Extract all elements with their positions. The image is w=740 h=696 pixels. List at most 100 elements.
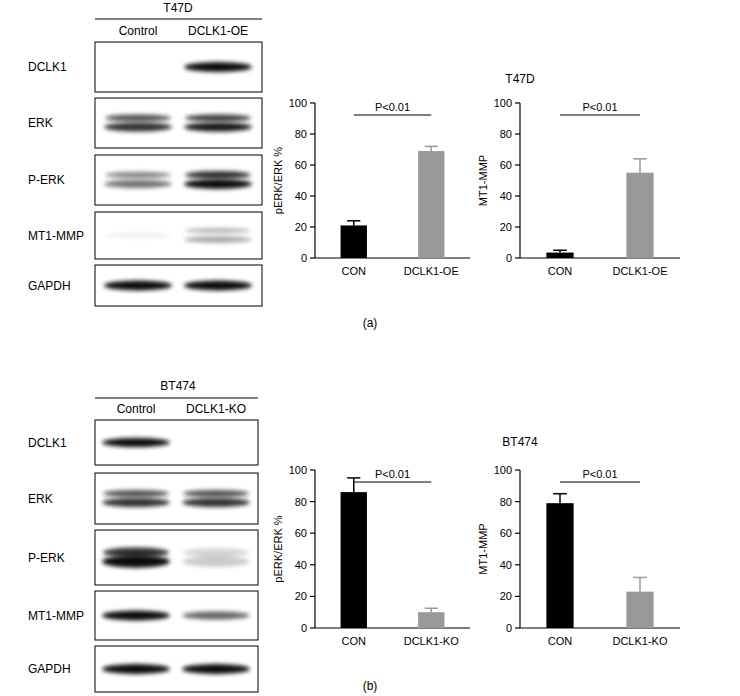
y-tick-label: 40 — [500, 559, 512, 571]
y-tick-label: 20 — [295, 221, 307, 233]
y-tick — [515, 102, 520, 103]
y-tick — [310, 257, 315, 258]
error-bar — [425, 146, 438, 151]
error-bar — [425, 608, 438, 612]
y-tick-label: 60 — [500, 527, 512, 539]
bar — [546, 253, 573, 258]
error-cap — [347, 220, 360, 222]
y-tick-label: 40 — [295, 190, 307, 202]
blot-header: BT474 — [160, 379, 196, 393]
lane-label: DCLK1-OE — [188, 24, 248, 38]
x-tick-label: CON — [342, 265, 367, 277]
panel-label: (a) — [363, 316, 378, 330]
y-axis — [519, 103, 520, 258]
x-axis — [315, 257, 470, 258]
band — [183, 548, 249, 557]
blot-panel: T47DControlDCLK1-OEDCLK1ERKP-ERKMT1-MMPG… — [28, 1, 262, 306]
y-tick-label: 0 — [301, 252, 307, 264]
error-bar — [553, 494, 567, 503]
y-tick-label: 100 — [494, 464, 512, 476]
error-stem — [559, 494, 561, 503]
annotation: P<0.01 — [375, 468, 410, 480]
y-tick-label: 20 — [500, 221, 512, 233]
band — [184, 179, 252, 189]
row-label: MT1-MMP — [28, 609, 84, 623]
bar-chart: 020406080100MT1-MMPCONDCLK1-KOP<0.01 — [477, 464, 680, 647]
bar — [626, 173, 653, 258]
bar-chart: BT474020406080100pERK/ERK %CONDCLK1-KOP<… — [272, 435, 538, 647]
y-tick — [515, 564, 520, 565]
marks — [546, 494, 653, 628]
band — [105, 172, 171, 178]
error-cap — [425, 608, 438, 610]
band — [182, 664, 250, 674]
error-cap — [553, 493, 567, 495]
significance-bar — [560, 115, 640, 116]
y-tick — [310, 133, 315, 134]
error-cap — [553, 250, 567, 252]
bar — [341, 225, 367, 258]
y-tick-label: 40 — [500, 190, 512, 202]
significance-bar — [354, 115, 432, 116]
annotation: P<0.01 — [375, 101, 410, 113]
row-label: GAPDH — [28, 279, 71, 293]
bar — [546, 503, 573, 628]
y-tick-label: 60 — [500, 159, 512, 171]
y-tick — [310, 627, 315, 628]
blot-box — [95, 646, 258, 692]
error-cap — [633, 158, 647, 160]
error-cap — [633, 577, 647, 579]
y-tick — [515, 596, 520, 597]
y-axis — [314, 470, 315, 628]
lane-label: DCLK1-KO — [186, 402, 246, 416]
y-axis — [519, 470, 520, 628]
row-label: MT1-MMP — [28, 229, 84, 243]
row-label: DCLK1 — [28, 436, 67, 450]
y-axis-label: pERK/ERK % — [272, 515, 284, 582]
blot-box — [95, 530, 258, 585]
band — [185, 114, 251, 121]
y-tick-label: 100 — [494, 97, 512, 109]
row-label: DCLK1 — [28, 60, 67, 74]
y-tick-label: 80 — [295, 496, 307, 508]
error-bar — [347, 221, 360, 226]
band — [104, 123, 172, 132]
y-tick — [310, 564, 315, 565]
band — [105, 114, 171, 121]
band — [102, 555, 170, 568]
row-label: ERK — [28, 492, 53, 506]
error-bar — [633, 577, 647, 591]
y-tick — [515, 533, 520, 534]
y-tick — [310, 226, 315, 227]
band — [182, 556, 250, 567]
y-tick-label: 80 — [500, 496, 512, 508]
band — [102, 664, 170, 674]
error-cap — [425, 146, 438, 148]
y-tick-label: 80 — [295, 128, 307, 140]
y-tick — [310, 501, 315, 502]
y-tick — [310, 469, 315, 470]
error-bar — [553, 250, 567, 252]
band — [185, 171, 251, 179]
band — [102, 438, 170, 447]
x-tick-label: DCLK1-KO — [404, 635, 459, 647]
y-tick-label: 100 — [289, 464, 307, 476]
y-tick-label: 0 — [506, 252, 512, 264]
bar-chart: 020406080100MT1-MMPCONDCLK1-OEP<0.01 — [477, 97, 680, 277]
bar — [626, 592, 653, 628]
blot-box — [95, 42, 262, 92]
chart-title: T47D — [505, 72, 535, 86]
x-tick-label: DCLK1-OE — [612, 265, 667, 277]
error-cap — [347, 477, 360, 479]
x-tick-label: CON — [548, 635, 573, 647]
y-tick-label: 0 — [301, 622, 307, 634]
error-stem — [639, 577, 641, 591]
error-stem — [639, 159, 641, 173]
panel-label: (b) — [363, 679, 378, 693]
annotation: P<0.01 — [582, 101, 617, 113]
y-tick — [515, 164, 520, 165]
band — [104, 180, 172, 188]
row-label: ERK — [28, 116, 53, 130]
band — [184, 281, 252, 291]
lane-label: Control — [119, 24, 158, 38]
